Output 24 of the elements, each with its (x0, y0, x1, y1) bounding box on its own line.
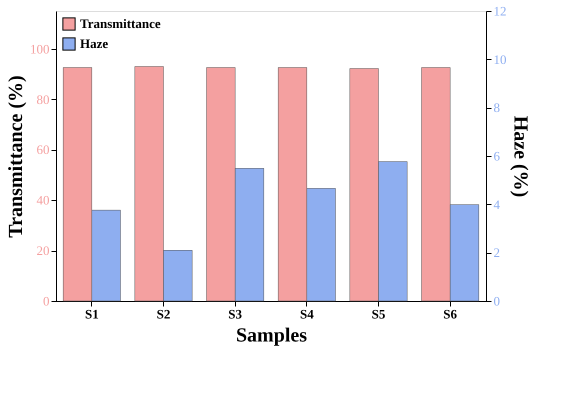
y-tick-label: 100 (30, 41, 50, 56)
y2-axis-title: Haze (%) (510, 116, 532, 198)
y-tick-label: 20 (36, 243, 50, 258)
y2-tick-label: 8 (494, 100, 500, 116)
legend-label: Transmittance (80, 16, 161, 31)
y2-tick-label: 4 (494, 196, 500, 212)
x-tick-label: S1 (84, 306, 99, 322)
y2-tick-label: 2 (494, 245, 500, 260)
legend-label: Haze (80, 36, 108, 51)
y2-tick-label: 0 (494, 294, 500, 308)
y-tick-label: 60 (36, 142, 50, 158)
x-tick-label: S6 (443, 306, 458, 322)
y-tick-label: 0 (43, 294, 50, 308)
x-tick-label: S4 (300, 306, 314, 322)
x-tick-label: S3 (228, 306, 243, 322)
x-tick-label: S5 (372, 306, 386, 322)
y-axis-title: Transmittance (%) (5, 75, 27, 238)
x-tick-label: S2 (156, 306, 170, 322)
y-tick-label: 80 (36, 92, 50, 107)
x-axis-title: Samples (236, 324, 308, 346)
y-tick-label: 40 (36, 192, 50, 208)
y2-tick-label: 6 (494, 148, 500, 164)
y2-tick-label: 10 (494, 52, 506, 67)
y2-tick-label: 12 (494, 4, 506, 18)
